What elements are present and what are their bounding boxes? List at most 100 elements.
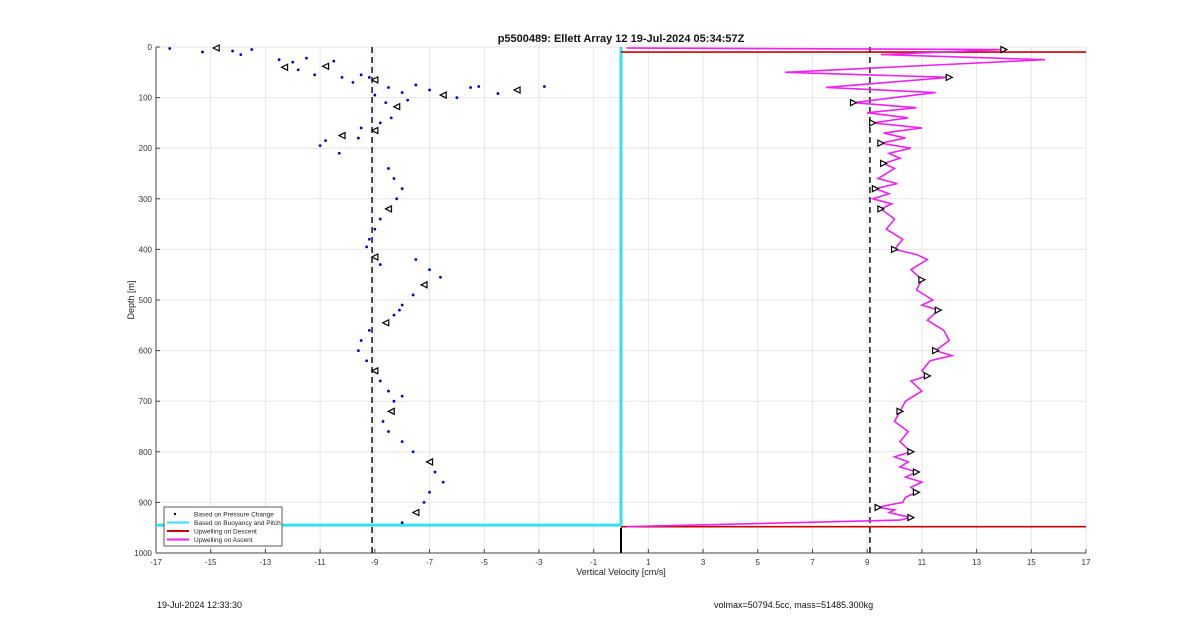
- pressure-point: [231, 49, 234, 53]
- x-tick-label: -13: [260, 558, 272, 567]
- pressure-point: [357, 349, 360, 352]
- ascent-marker: [907, 447, 916, 456]
- pressure-point: [367, 237, 371, 241]
- ascent-marker: [912, 488, 921, 497]
- legend-label: Based on Buoyancy and Pitch: [194, 520, 281, 527]
- pressure-point: [313, 73, 317, 77]
- pressure-point: [239, 53, 243, 56]
- y-tick-label: 100: [139, 94, 153, 103]
- pressure-point: [296, 68, 300, 72]
- pressure-point: [387, 167, 390, 170]
- pressure-point: [496, 92, 500, 95]
- y-tick-label: 200: [139, 144, 153, 153]
- ascent-marker: [874, 503, 883, 512]
- pressure-marker: [381, 318, 390, 327]
- pressure-point: [318, 144, 322, 148]
- pressure-point: [400, 91, 404, 94]
- x-tick-label: -1: [590, 558, 598, 567]
- x-tick-label: 1: [646, 558, 651, 567]
- pressure-point: [305, 56, 308, 60]
- pressure-point: [398, 308, 401, 312]
- pressure-marker: [419, 280, 428, 289]
- x-tick-label: -15: [205, 558, 217, 567]
- ascent-marker: [869, 118, 877, 127]
- pressure-point: [365, 359, 369, 363]
- pressure-point: [455, 96, 459, 99]
- pressure-point: [406, 98, 410, 102]
- legend-label: Upwelling on Descent: [194, 529, 257, 536]
- pressure-point: [367, 75, 371, 79]
- pressure-point: [400, 187, 404, 191]
- pressure-point: [392, 399, 396, 403]
- pressure-point: [378, 263, 382, 266]
- x-tick-label: -17: [150, 558, 162, 567]
- y-tick-label: 500: [139, 296, 153, 305]
- ascent-marker: [877, 139, 886, 148]
- pressure-point: [291, 60, 295, 64]
- pressure-marker: [512, 86, 521, 94]
- pressure-marker: [438, 91, 447, 100]
- pressure-point: [351, 81, 355, 84]
- pressure-point: [428, 268, 431, 272]
- y-tick-label: 1000: [134, 549, 152, 558]
- pressure-point: [373, 93, 377, 97]
- pressure-point: [414, 258, 418, 261]
- pressure-point: [277, 58, 281, 62]
- y-tick-label: 0: [148, 43, 153, 52]
- pressure-point: [340, 75, 344, 79]
- pressure-point: [428, 490, 431, 494]
- ascent-marker: [1000, 45, 1009, 54]
- y-axis-label: Depth [m]: [126, 280, 136, 319]
- legend-label: Upwelling on Ascent: [194, 537, 253, 544]
- pressure-marker: [280, 63, 289, 72]
- pressure-point: [359, 73, 363, 77]
- pressure-point: [381, 420, 385, 423]
- pressure-point: [411, 293, 415, 297]
- x-axis-label: Vertical Velocity [cm/s]: [576, 567, 666, 577]
- pressure-point: [400, 440, 404, 444]
- y-tick-label: 700: [139, 397, 153, 406]
- pressure-marker: [321, 62, 330, 71]
- x-tick-label: 11: [918, 558, 927, 567]
- pressure-marker: [370, 253, 379, 261]
- pressure-marker: [370, 75, 379, 84]
- pressure-marker: [370, 126, 379, 135]
- pressure-marker: [386, 407, 395, 416]
- x-tick-label: -9: [371, 558, 379, 567]
- pressure-point: [477, 85, 481, 88]
- y-tick-label: 800: [139, 448, 153, 457]
- ascent-marker: [849, 98, 858, 107]
- x-tick-label: 7: [810, 558, 815, 567]
- pressure-point: [441, 480, 445, 484]
- pressure-point: [324, 139, 327, 143]
- pressure-point: [400, 521, 404, 525]
- x-tick-label: 15: [1027, 558, 1036, 567]
- pressure-marker: [384, 204, 393, 213]
- pressure-marker: [370, 366, 379, 375]
- y-tick-label: 900: [139, 498, 153, 507]
- pressure-point: [357, 136, 360, 140]
- pressure-point: [543, 85, 546, 88]
- ascent-marker: [945, 73, 954, 82]
- pressure-point: [428, 88, 431, 92]
- pressure-point: [439, 275, 442, 279]
- x-tick-label: 13: [972, 558, 981, 567]
- pressure-point: [411, 450, 415, 454]
- ascent-upwelling-line: [626, 47, 1046, 528]
- pressure-point: [378, 379, 382, 383]
- pressure-point: [395, 197, 399, 201]
- ascent-marker: [896, 407, 905, 416]
- y-tick-label: 300: [139, 195, 153, 204]
- pressure-point: [384, 101, 388, 105]
- x-tick-label: 3: [701, 558, 706, 567]
- pressure-point: [378, 217, 382, 221]
- pressure-point: [392, 177, 396, 180]
- x-tick-label: -11: [315, 558, 327, 567]
- legend-dot: [173, 512, 177, 516]
- pressure-point: [373, 227, 377, 231]
- ascent-marker: [918, 275, 927, 284]
- ascent-marker: [923, 371, 932, 380]
- timestamp: 19-Jul-2024 12:33:30: [157, 600, 243, 610]
